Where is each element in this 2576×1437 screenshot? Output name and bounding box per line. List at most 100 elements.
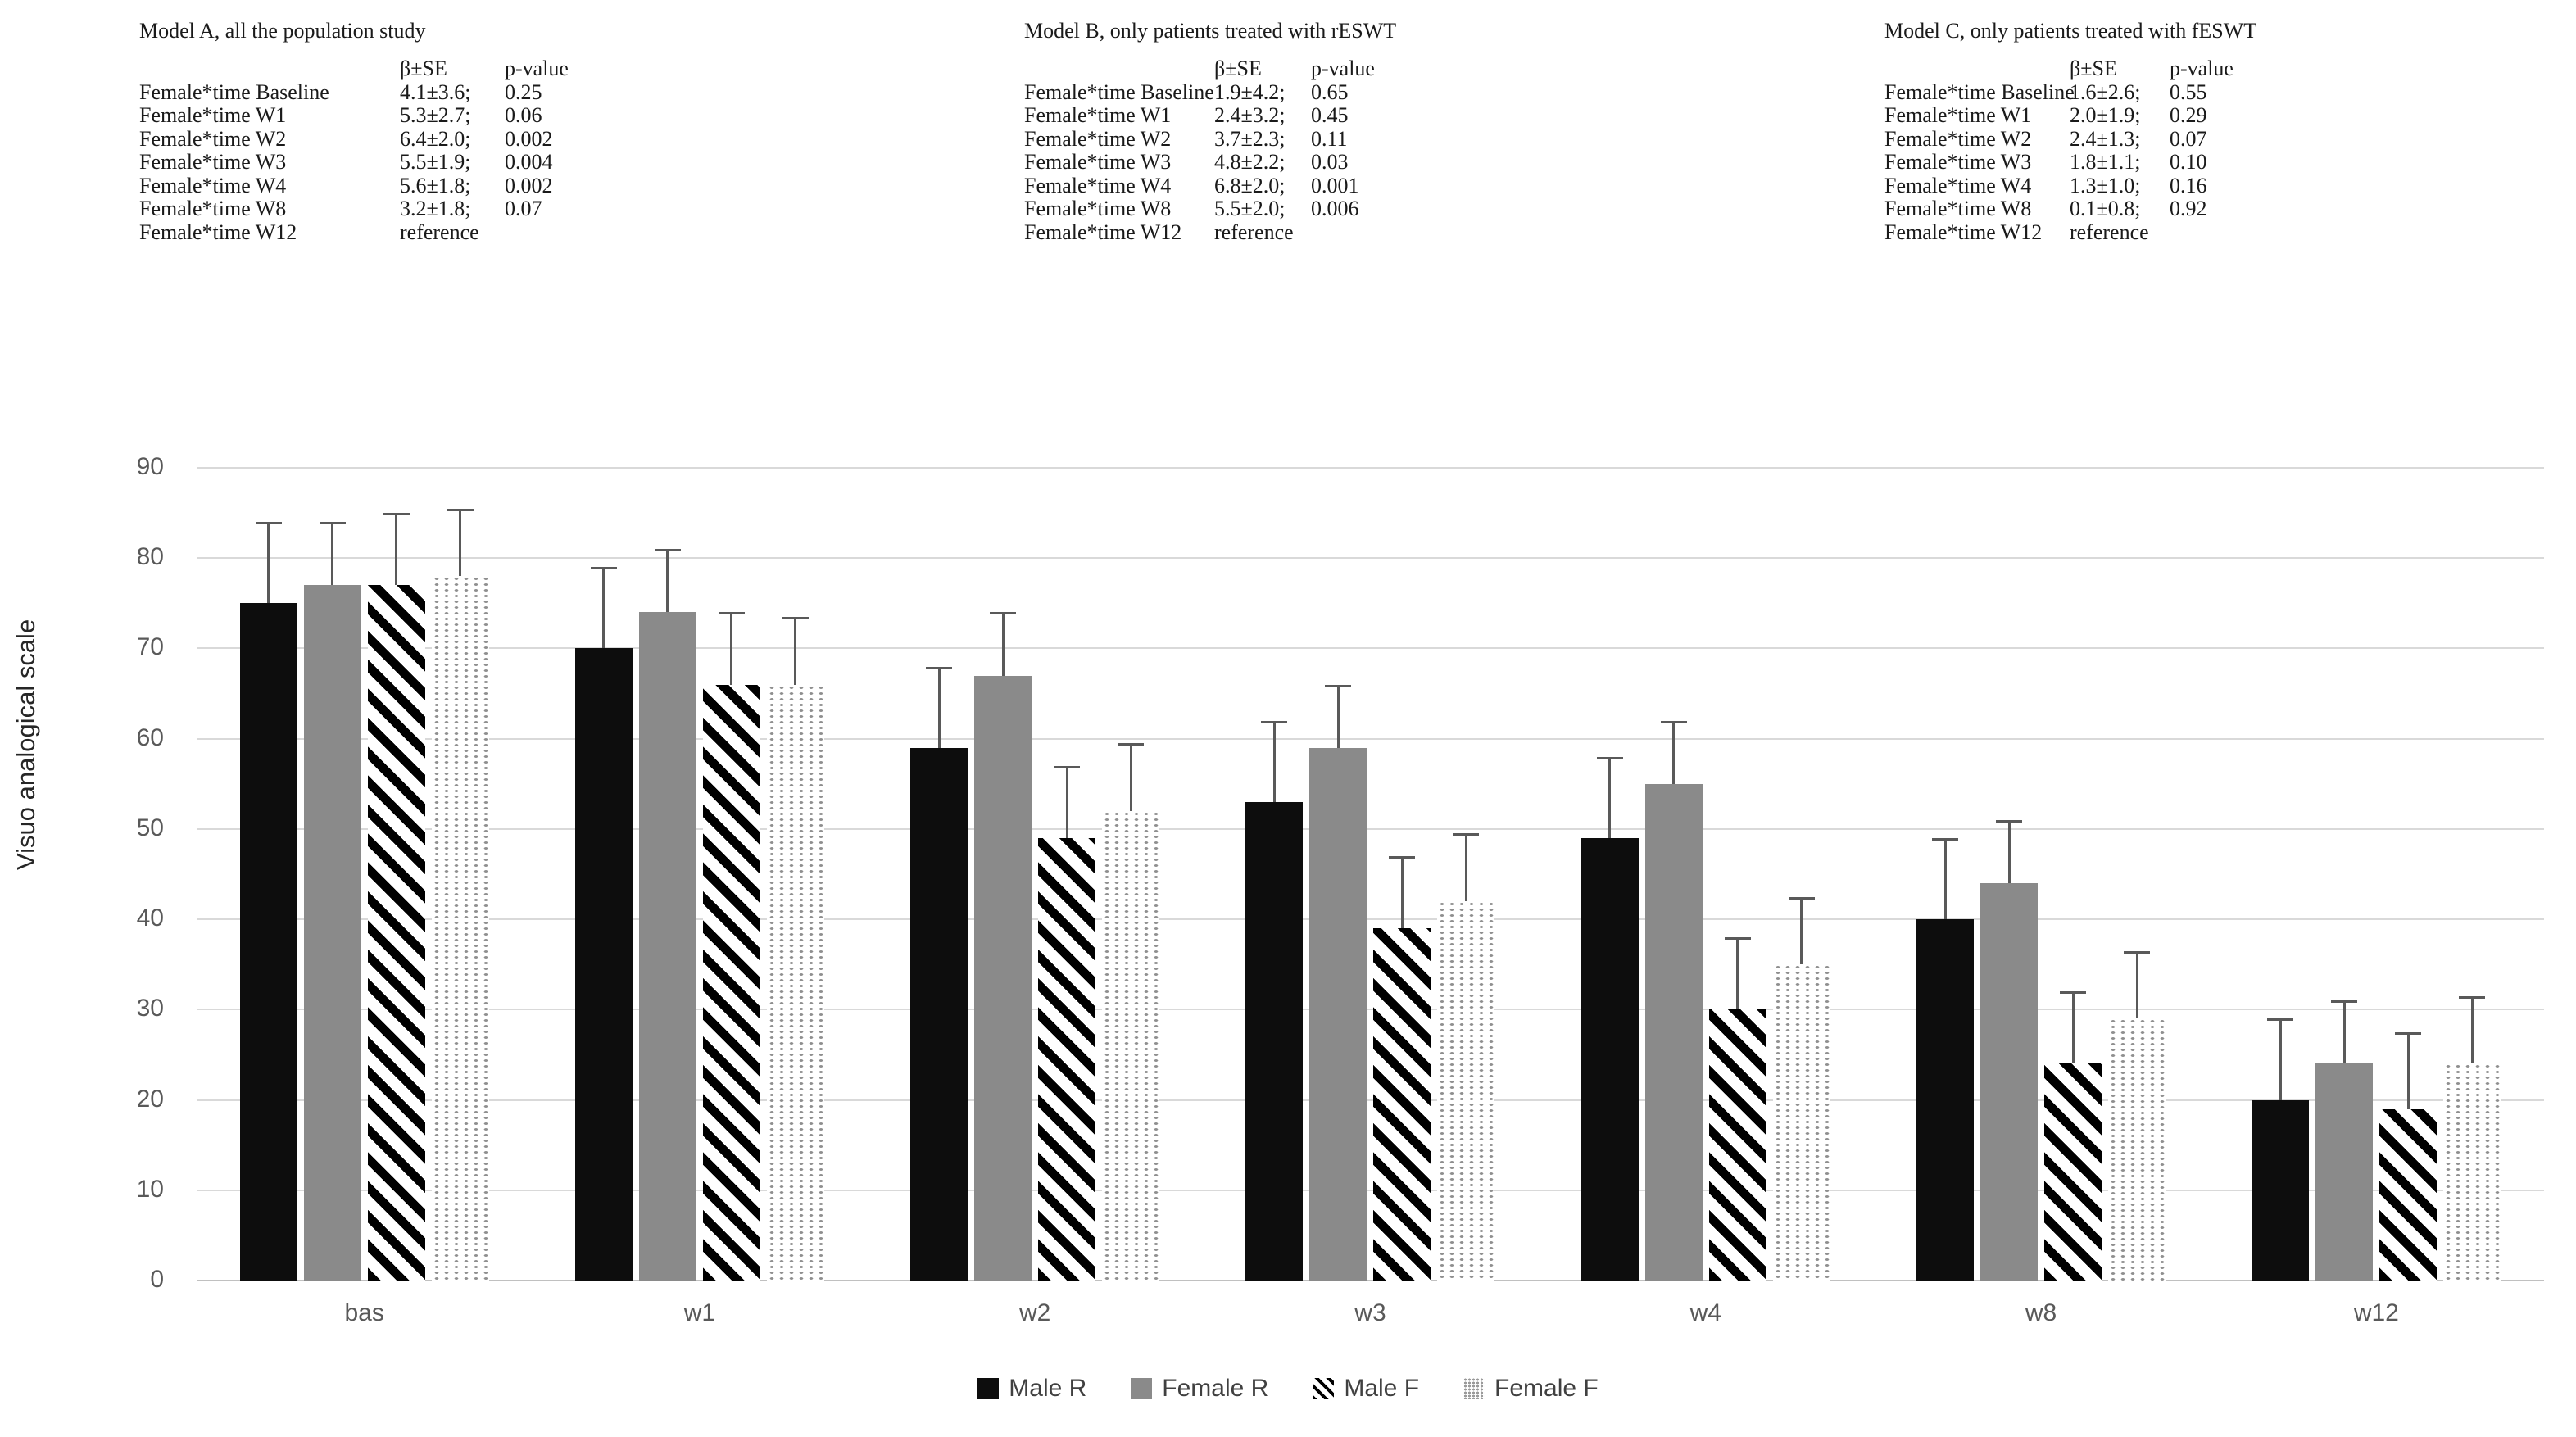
error-bar-cap-female-f-w4 [1788,896,1815,900]
error-bar-stem-male-f-w4 [1736,937,1739,1010]
row-p-value: 0.002 [505,173,553,197]
error-bar-stem-male-r-bas [267,522,270,604]
row-p-value: 0.92 [2170,197,2207,220]
y-tick-label-80: 80 [136,543,164,571]
legend-item-male-f: Male F [1313,1375,1419,1403]
x-tick-label-w1: w1 [683,1299,716,1326]
chart-legend: Male R Female R Male F Female F [0,1375,2576,1403]
gridline-10 [197,1189,2544,1191]
gridline-20 [197,1099,2544,1101]
y-tick-label-40: 40 [136,904,164,932]
bar-female-f-w12 [2443,1063,2501,1281]
row-beta-se-value: 1.9±4.2; [1214,79,1286,104]
y-tick-label-30: 30 [136,995,164,1022]
bar-group-w3 [1203,468,1538,1281]
row-beta-se-value: 1.8±1.1; [2070,150,2141,174]
bar-female-f-w2 [1102,810,1160,1281]
legend-item-female-r: Female R [1131,1375,1268,1403]
bar-female-r-bas [303,585,361,1281]
error-bar-cap-male-r-w4 [1596,756,1623,759]
error-bar-stem-female-r-w8 [2007,819,2011,884]
error-bar-stem-female-f-w3 [1464,833,1467,902]
error-bar-cap-female-r-w8 [1996,819,2023,823]
row-beta-se-value: 1.6±2.6; [2070,79,2141,104]
row-label: Female*time W1 [1884,103,2032,127]
x-tick-label-w2: w2 [1019,1299,1051,1326]
bar-female-f-w4 [1772,964,1830,1281]
error-bar-cap-male-r-w12 [2267,1018,2294,1022]
error-bar-cap-female-r-bas [319,522,346,525]
row-label: Female*time W1 [139,103,287,127]
error-bar-stem-female-f-w12 [2470,995,2474,1064]
error-bar-cap-male-r-w1 [590,567,617,570]
y-tick-label-20: 20 [136,1085,164,1113]
gridline-40 [197,918,2544,921]
model-b-title: Model B, only patients treated with rESW… [1024,19,1397,43]
bar-group-w8 [1873,468,2208,1281]
bar-male-f-bas [367,585,425,1281]
error-bar-stem-male-r-w4 [1608,756,1612,838]
y-tick-label-50: 50 [136,814,164,841]
row-beta-se-value: 2.4±3.2; [1214,103,1286,127]
row-label: Female*time W12 [1884,220,2043,244]
row-p-value: 0.29 [2170,103,2207,127]
x-tick-label-w4: w4 [1689,1299,1721,1326]
row-p-value: 0.06 [505,103,542,127]
row-p-value: 0.03 [1311,150,1349,174]
row-beta-se-value: 2.0±1.9; [2070,103,2141,127]
error-bar-stem-male-r-w3 [1272,720,1276,802]
row-beta-se-value: 5.5±1.9; [400,150,471,174]
row-label: Female*time W1 [1024,103,1172,127]
model-a-table: Model A, all the population study β±SE p-… [139,18,611,244]
error-bar-stem-male-f-w1 [730,612,733,685]
error-bar-stem-male-f-bas [395,513,398,586]
row-p-value: 0.001 [1311,173,1359,197]
gridline-80 [197,557,2544,560]
gridline-50 [197,827,2544,830]
bar-male-f-w1 [702,684,760,1281]
model-a-title: Model A, all the population study [139,19,426,43]
row-beta-se-value: 3.2±1.8; [400,197,471,220]
y-tick-label-60: 60 [136,723,164,751]
row-p-value [505,221,611,245]
error-bar-cap-female-f-w12 [2459,995,2486,999]
bar-group-w4 [1538,468,1873,1281]
row-label: Female*time W3 [1024,150,1172,174]
row-beta-se-value: 4.8±2.2; [1214,150,1286,174]
row-beta-se-value: 5.5±2.0; [1214,197,1286,220]
error-bar-cap-female-f-w1 [782,616,809,619]
row-label: Female*time W12 [139,220,297,244]
error-bar-stem-female-r-w3 [1336,684,1340,748]
model-c-title: Model C, only patients treated with fESW… [1884,19,2257,43]
row-beta-se-value: 1.3±1.0; [2070,173,2141,197]
error-bar-cap-male-f-w12 [2395,1031,2422,1035]
error-bar-stem-male-r-w8 [1943,837,1947,920]
y-tick-label-70: 70 [136,633,164,661]
error-bar-cap-male-f-bas [383,513,410,516]
legend-label-male-f: Male F [1344,1375,1420,1402]
error-bar-stem-male-f-w2 [1065,765,1068,838]
row-beta-se-value: reference [400,220,479,244]
bar-male-r-bas [239,603,297,1281]
error-bar-stem-female-f-w4 [1800,896,1803,965]
error-bar-cap-male-r-w3 [1261,720,1288,723]
error-bar-stem-female-r-w2 [1001,612,1005,676]
row-beta-se-value: 6.4±2.0; [400,126,471,151]
row-label: Female*time W2 [1884,126,2032,151]
row-p-value: 0.07 [505,197,542,220]
table-header-spacer [1024,57,1214,81]
bar-male-r-w8 [1916,919,1975,1281]
error-bar-cap-female-f-bas [447,508,474,511]
row-label: Female*time W3 [139,150,287,174]
row-label: Female*time Baseline [1024,79,1214,104]
error-bar-cap-male-r-w2 [926,666,953,669]
row-label: Female*time W4 [1024,173,1172,197]
error-bar-cap-male-r-w8 [1932,837,1959,841]
bar-male-r-w3 [1245,801,1304,1281]
row-label: Female*time W4 [1884,173,2032,197]
bar-male-f-w8 [2044,1063,2102,1281]
legend-male-f-swatch-icon [1313,1378,1335,1399]
legend-label-female-f: Female F [1494,1375,1599,1402]
error-bar-cap-female-f-w2 [1118,743,1145,746]
row-beta-se-value: 0.1±0.8; [2070,197,2141,220]
